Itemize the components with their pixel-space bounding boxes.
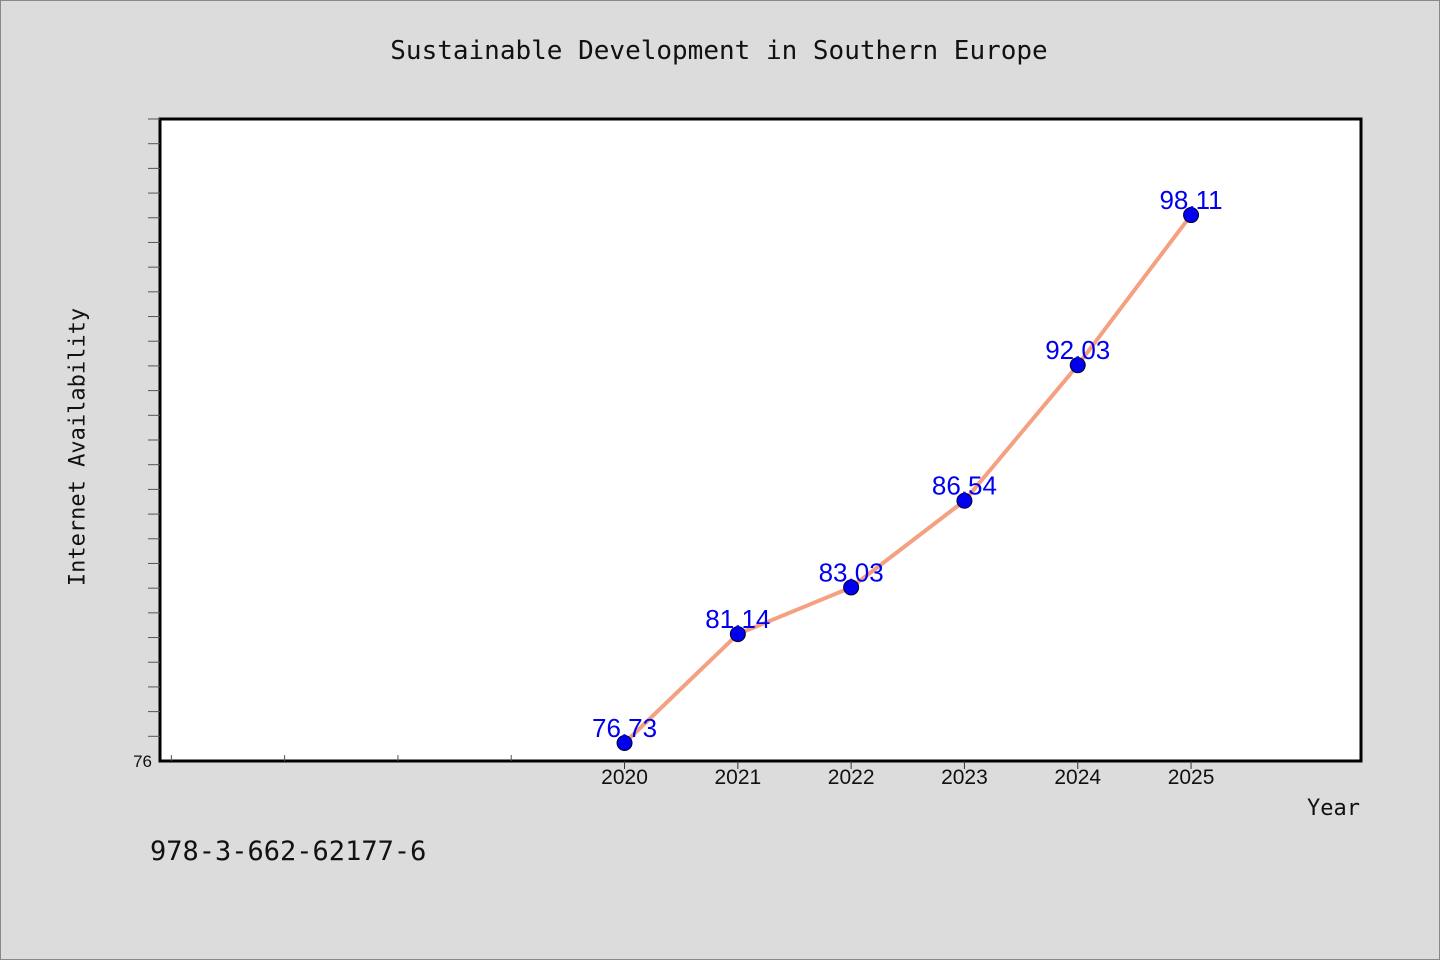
data-label: 98.11 <box>1159 185 1222 215</box>
x-tick-label: 2020 <box>601 766 648 789</box>
x-tick-label: 2021 <box>714 766 761 789</box>
data-point <box>616 734 633 751</box>
chart-title: Sustainable Development in Southern Euro… <box>390 36 1048 66</box>
y-axis-ticks: 76 <box>133 118 160 771</box>
x-axis-label: Year <box>1307 796 1360 821</box>
data-label: 92.03 <box>1045 335 1110 365</box>
data-point <box>956 492 973 509</box>
series-group: 76.73 81.14 83.03 86.54 92.03 98.11 <box>592 185 1223 751</box>
data-label: 86.54 <box>932 471 997 501</box>
x-tick-label: 2023 <box>941 766 988 789</box>
data-point <box>1069 357 1086 374</box>
data-label: 83.03 <box>819 557 884 587</box>
data-label: 81.14 <box>705 604 770 634</box>
data-point <box>1183 207 1200 224</box>
x-tick-label: 2025 <box>1168 766 1215 789</box>
y-tick-label: 76 <box>133 752 152 771</box>
isbn-text: 978-3-662-62177-6 <box>150 836 427 867</box>
series-line <box>622 213 1194 745</box>
data-point <box>843 579 860 596</box>
x-axis-ticks: 2020 2021 2022 2023 2024 2025 <box>170 755 1215 789</box>
x-tick-label: 2024 <box>1054 766 1101 789</box>
x-tick-label: 2022 <box>828 766 875 789</box>
data-point <box>729 626 746 643</box>
data-label: 76.73 <box>592 713 657 743</box>
plot-area <box>158 117 1363 763</box>
